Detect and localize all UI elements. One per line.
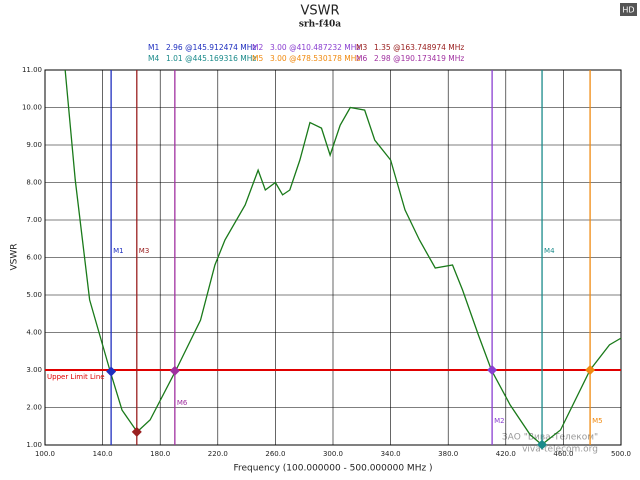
x-tick-label: 260.0 — [265, 450, 285, 458]
marker-tag: M6 — [177, 399, 188, 407]
watermark: viva-telecom.org — [522, 445, 598, 455]
x-tick-label: 420.0 — [496, 450, 516, 458]
y-tick-label: 3.00 — [26, 366, 42, 374]
y-tick-label: 5.00 — [26, 291, 42, 299]
marker-legend-name: M2 — [252, 43, 263, 52]
y-axis-label: VSWR — [10, 243, 20, 270]
y-tick-label: 7.00 — [26, 216, 42, 224]
plot-border — [44, 69, 622, 446]
marker-legend-name: M6 — [356, 54, 367, 63]
marker-point — [131, 426, 142, 437]
marker-tag: M1 — [113, 247, 124, 255]
y-tick-label: 11.00 — [22, 66, 42, 74]
y-tick-label: 1.00 — [26, 441, 42, 449]
x-tick-label: 460.0 — [553, 450, 573, 458]
marker-tag: M4 — [544, 247, 555, 255]
marker-point — [169, 365, 180, 376]
x-tick-label: 380.0 — [438, 450, 458, 458]
x-tick-label: 340.0 — [381, 450, 401, 458]
marker-legend-value: 3.00 @478.530178 MHz — [270, 54, 360, 63]
marker-legend-name: M3 — [356, 43, 367, 52]
x-tick-label: 300.0 — [323, 450, 343, 458]
marker-point — [585, 365, 596, 375]
marker-legend-name: M4 — [148, 54, 159, 63]
chart-subtitle: srh-f40a — [299, 20, 341, 30]
marker-legend-value: 2.98 @190.173419 MHz — [374, 54, 464, 63]
marker-tag: M5 — [592, 417, 603, 425]
y-tick-label: 9.00 — [26, 141, 42, 149]
chart-title: VSWR — [300, 4, 339, 19]
marker-legend-value: 2.96 @145.912474 MHz — [166, 43, 256, 52]
x-tick-label: 500.0 — [611, 450, 631, 458]
x-tick-label: 140.0 — [93, 450, 113, 458]
marker-tag: M3 — [139, 247, 150, 255]
marker-legend-value: 3.00 @410.487232 MHz — [270, 43, 360, 52]
x-tick-label: 100.0 — [35, 450, 55, 458]
series-line — [64, 69, 622, 446]
limit-label: Upper Limit Line — [47, 373, 105, 381]
y-tick-label: 10.00 — [22, 104, 42, 112]
marker-point — [487, 365, 498, 375]
marker-legend-value: 1.01 @445.169316 MHz — [166, 54, 256, 63]
marker-point — [106, 366, 117, 377]
marker-legend-value: 1.35 @163.748974 MHz — [374, 43, 464, 52]
marker-legend-name: M1 — [148, 43, 159, 52]
y-tick-label: 8.00 — [26, 179, 42, 187]
badge: HD — [622, 6, 634, 15]
y-tick-label: 6.00 — [26, 254, 42, 262]
y-tick-label: 4.00 — [26, 329, 42, 337]
marker-tag: M2 — [494, 417, 505, 425]
badge-bg — [620, 3, 637, 16]
x-tick-label: 220.0 — [208, 450, 228, 458]
x-tick-label: 180.0 — [150, 450, 170, 458]
y-tick-label: 2.00 — [26, 404, 42, 412]
marker-legend-name: M5 — [252, 54, 263, 63]
marker-point — [537, 439, 548, 450]
x-axis-label: Frequency (100.000000 - 500.000000 MHz ) — [233, 464, 432, 474]
